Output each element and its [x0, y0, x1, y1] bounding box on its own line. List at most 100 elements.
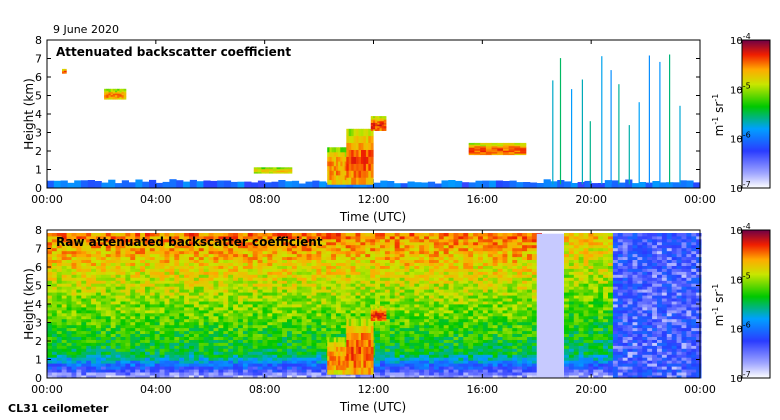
- heatmap-cell-3735: [419, 342, 425, 346]
- heatmap-cell-239: [66, 247, 72, 252]
- heatmap-cell-1116: [154, 262, 160, 266]
- heatmap-cell-128: [110, 90, 114, 93]
- heatmap-cell-3985: [443, 327, 449, 332]
- heatmap-cell-122: [56, 304, 63, 308]
- heatmap-cell-3019: [345, 286, 351, 290]
- heatmap-cell-702: [115, 327, 121, 332]
- heatmap-cell-4164: [458, 233, 464, 237]
- heatmap-cell-4182: [463, 324, 469, 329]
- heatmap-cell-3756: [419, 280, 425, 284]
- heatmap-cell-3033: [345, 244, 351, 249]
- heatmap-cell-942: [140, 342, 146, 346]
- heatmap-cell-1609: [203, 253, 209, 258]
- heatmap-cell-3480: [394, 372, 400, 376]
- heatmap-cell-1906: [233, 244, 239, 249]
- heatmap-cell-1549: [198, 286, 205, 290]
- heatmap-cell-2100: [252, 250, 258, 255]
- heatmap-cell-1023: [145, 247, 151, 252]
- heatmap-cell-2439: [287, 262, 293, 266]
- heatmap-cell-2078: [252, 315, 258, 320]
- heatmap-cell-1234: [169, 348, 175, 352]
- heatmap-cell-2648: [311, 369, 317, 373]
- heatmap-cell-4344: [478, 280, 484, 284]
- heatmap-cell-1675: [213, 348, 219, 352]
- heatmap-cell-2188: [262, 280, 268, 284]
- heatmap-cell-18: [47, 321, 53, 326]
- heatmap-cell-409: [379, 127, 383, 130]
- heatmap-cell-1040: [149, 342, 156, 346]
- heatmap-cell-1685: [213, 318, 219, 323]
- heatmap-cell-2780: [321, 268, 327, 272]
- heatmap-cell-103: [56, 360, 63, 364]
- heatmap-cell-252: [338, 179, 341, 185]
- heatmap-cell-3326: [375, 247, 381, 252]
- heatmap-cell-1274: [174, 375, 180, 379]
- heatmap-cell-648: [110, 342, 116, 346]
- heatmap-cell-4105: [453, 262, 459, 266]
- heatmap-cell-4210: [463, 241, 469, 246]
- heatmap-cell-1107: [154, 289, 160, 293]
- heatmap-cell-1912: [238, 372, 244, 376]
- heatmap-cell-380: [370, 116, 374, 119]
- heatmap-cell-362: [81, 318, 87, 323]
- heatmap-cell-3028: [345, 259, 351, 263]
- heatmap-cell-623: [105, 271, 112, 275]
- heatmap-cell-546: [100, 354, 107, 358]
- heatmap-cell-2573: [301, 301, 307, 305]
- heatmap-cell-2785: [321, 253, 327, 258]
- heatmap-cell-4198: [463, 277, 469, 281]
- heatmap-cell-660: [110, 307, 116, 311]
- heatmap-cell-25: [217, 180, 225, 188]
- heatmap-cell-2551: [301, 366, 307, 370]
- heatmap-cell-524: [96, 274, 102, 278]
- heatmap-cell-673: [110, 268, 116, 272]
- heatmap-cell-646: [110, 348, 116, 352]
- heatmap-cell-1695: [213, 289, 219, 293]
- heatmap-cell-500: [514, 151, 521, 154]
- heatmap-cell-681: [110, 244, 116, 249]
- heatmap-cell-4016: [443, 235, 449, 240]
- heatmap-cell-1443: [189, 309, 195, 314]
- heatmap-cell-1844: [228, 283, 234, 287]
- heatmap-cell-232: [66, 268, 72, 272]
- y-tick-label: 2: [35, 145, 42, 158]
- heatmap-cell-14: [47, 333, 53, 337]
- heatmap-cell-2125: [257, 321, 263, 326]
- heatmap-cell-2452: [291, 369, 298, 373]
- heatmap-cell-543: [100, 363, 107, 367]
- heatmap-cell-3919: [433, 233, 440, 237]
- heatmap-cell-3814: [424, 253, 430, 258]
- heatmap-cell-30: [47, 286, 53, 290]
- heatmap-cell-2461: [291, 342, 298, 346]
- heatmap-cell-3701: [414, 298, 420, 302]
- heatmap-cell-843: [130, 345, 136, 349]
- heatmap-cell-2940: [340, 375, 347, 379]
- heatmap-cell-2464: [291, 333, 298, 337]
- heatmap-cell-1440: [189, 318, 195, 323]
- heatmap-cell-3348: [380, 327, 386, 332]
- heatmap-cell-226: [329, 151, 332, 157]
- heatmap-cell-3157: [360, 312, 366, 317]
- heatmap-cell-3585: [404, 351, 410, 355]
- heatmap-cell-4288: [473, 301, 479, 305]
- heatmap-cell-313: [353, 142, 357, 150]
- heatmap-cell-2762: [321, 321, 327, 326]
- heatmap-cell-4363: [482, 369, 489, 373]
- heatmap-cell-3396: [384, 330, 391, 334]
- heatmap-cell-2019: [247, 345, 254, 349]
- heatmap-cell-2716: [316, 312, 322, 317]
- heatmap-cell-2453: [291, 366, 298, 370]
- heatmap-cell-2282: [272, 292, 278, 296]
- heatmap-cell-4297: [473, 274, 479, 278]
- heatmap-cell-2041: [247, 280, 254, 284]
- heatmap-cell-1506: [193, 268, 200, 272]
- heatmap-cell-1593: [203, 301, 209, 305]
- heatmap-cell-692: [115, 357, 121, 361]
- heatmap-cell-2838: [326, 241, 332, 246]
- heatmap-cell-1887: [233, 301, 239, 305]
- heatmap-cell-246: [336, 170, 339, 176]
- heatmap-cell-2262: [272, 351, 278, 355]
- heatmap-cell-613: [105, 301, 112, 305]
- heatmap-cell-4245: [468, 283, 474, 287]
- heatmap-cell-391: [375, 127, 378, 130]
